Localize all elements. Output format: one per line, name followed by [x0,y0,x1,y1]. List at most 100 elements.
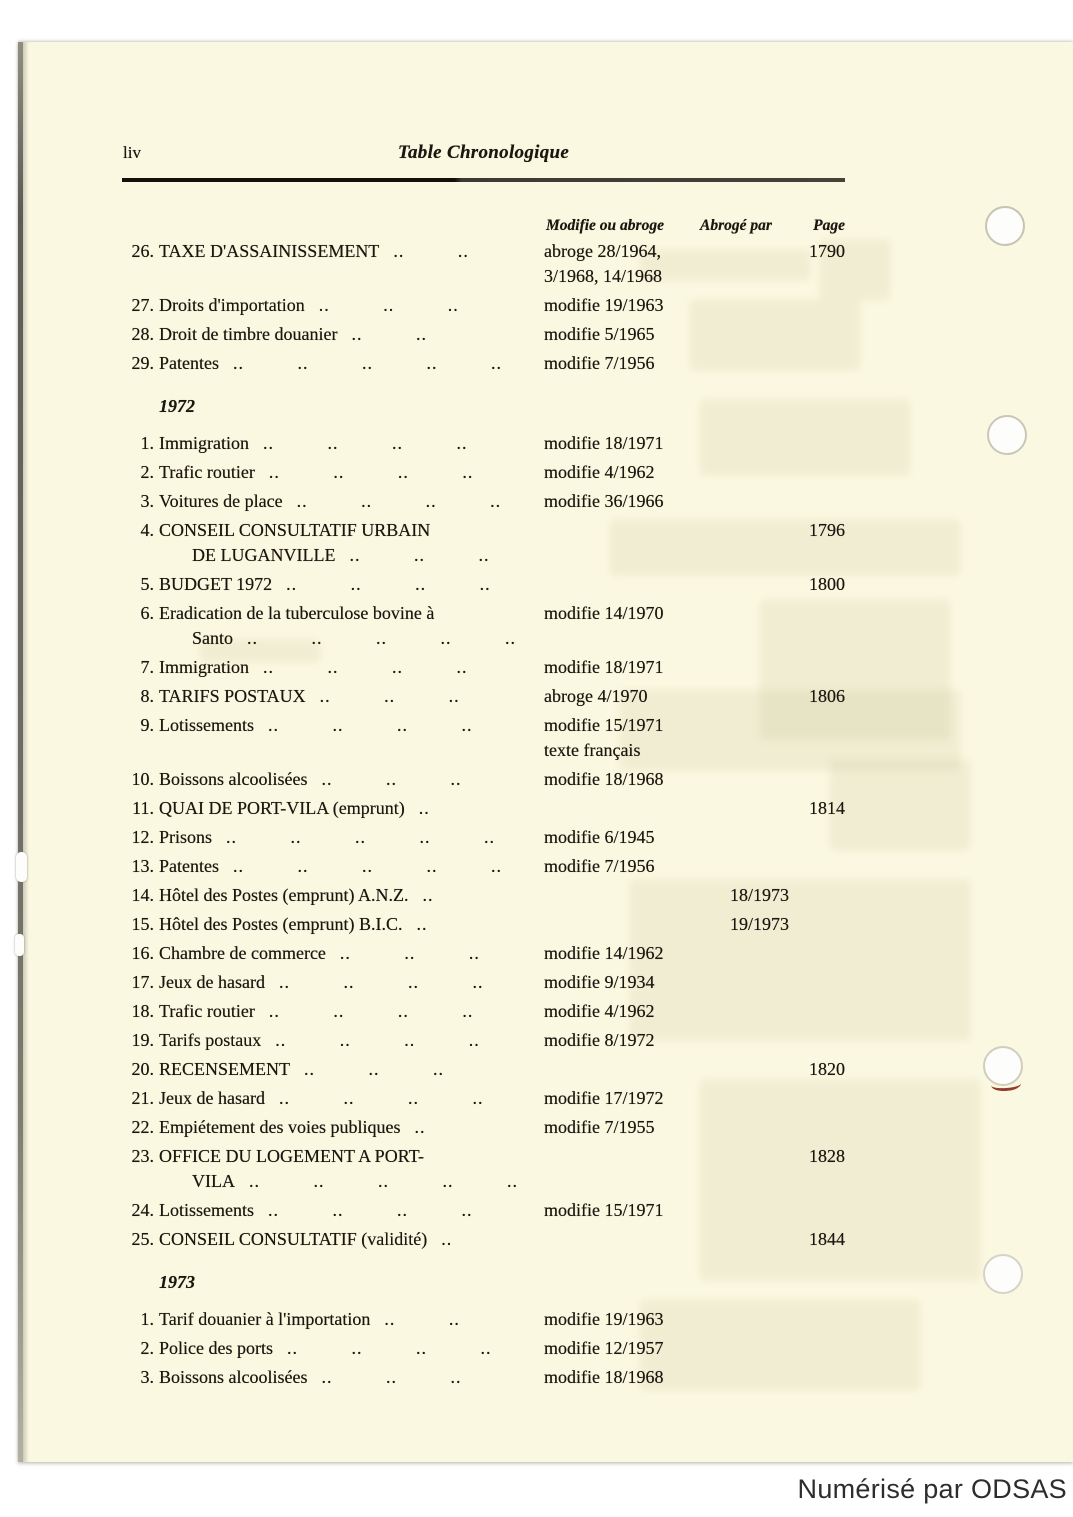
entry-title: Boissons alcoolisées .. .. .. [154,1365,540,1390]
table-row: 2. Trafic routier .. .. .. .. modifie 4/1… [122,460,845,485]
table-row: 21. Jeux de hasard .. .. .. .. modifie 17… [122,1086,845,1111]
dot-leader: .. .. .. .. [262,433,468,453]
page-edge-notch [15,934,24,956]
running-title: Table Chronologique [397,142,570,163]
entry-page [796,1307,845,1332]
entry-title: Eradication de la tuberculose bovine à S… [154,601,540,651]
table-row: 15. Hôtel des Postes (emprunt) B.I.C... … [122,912,845,937]
entry-page [796,1336,845,1361]
entry-number: 3. [140,491,155,511]
entry-title-text: TARIFS POSTAUX [159,686,306,706]
punch-hole [983,1046,1023,1086]
entry-title-text: Chambre de commerce [159,943,326,963]
table-row: 28. Droit de timbre douanier .. .. modifi… [122,322,845,347]
entry-page [796,431,845,456]
table-row: 23. OFFICE DU LOGEMENT A PORT- VILA.. ..… [122,1144,846,1194]
entry-title: Prisons .. .. .. .. .. [154,825,540,850]
entry-title-text: Prisons [159,827,213,847]
entry-title: Trafic routier .. .. .. .. [154,999,540,1024]
entry-modifie: modifie 5/1965 [544,324,655,344]
entry-number: 1. [140,1309,155,1329]
dot-leader: .. .. [351,324,427,344]
section-year: 1973 [159,1272,195,1292]
table-row: 11. QUAI DE PORT-VILA (emprunt).. 1814 [122,796,845,821]
entry-title: Trafic routier .. .. .. .. [154,460,540,485]
entry-page: 1806 [809,686,845,706]
dot-leader: .. .. .. [304,1059,445,1079]
entry-modifie: modifie 19/1963 [544,295,664,315]
entry-title: Jeux de hasard .. .. .. .. [154,970,540,995]
entry-title-text: Voitures de place [159,491,283,511]
entry-abroge-par [700,518,796,568]
dot-leader: .. .. .. [318,295,459,315]
dot-leader: .. .. .. .. [278,1088,484,1108]
column-headers: Modifie ou abroge Abrogé par Page [122,215,845,237]
entry-abroge-par [700,825,796,850]
entry-title-text: Trafic routier [159,462,255,482]
entry-page [796,601,845,651]
table-row: 14. Hôtel des Postes (emprunt) A.N.Z... … [122,883,845,908]
entry-abroge-par [700,1198,796,1223]
chronological-table: 26. TAXE D'ASSAINISSEMENT.. .. abroge 28… [122,239,846,1390]
dot-leader: .. .. .. .. .. [233,353,502,373]
dot-leader: .. .. .. .. .. [247,628,517,648]
entry-abroge-par [700,1307,796,1332]
table-row: 2. Police des ports .. .. .. .. modifie 1… [122,1336,845,1361]
entry-page: 1844 [809,1229,845,1249]
entry-number: 11. [132,798,154,818]
entry-page [796,1028,845,1053]
entry-title-text: Hôtel des Postes (emprunt) B.I.C. [159,914,403,934]
punch-hole [983,1254,1023,1294]
entry-page: 1814 [809,798,845,818]
entry-page [796,767,845,792]
entry-modifie [540,1144,700,1194]
red-pen-mark [990,1076,1022,1093]
entry-number: 12. [131,827,155,847]
entry-title-text: Lotissements [159,715,254,735]
entry-abroge-par [700,460,796,485]
table-row: 25. CONSEIL CONSULTATIF (validité).. 184… [122,1227,846,1252]
entry-title: Hôtel des Postes (emprunt) B.I.C... [154,912,540,937]
entry-title-text: Patentes [159,353,219,373]
entry-number: 2. [140,462,155,482]
entry-title: QUAI DE PORT-VILA (emprunt).. [154,796,540,821]
col-header-page: Page [813,217,845,234]
entry-title: Empiétement des voies publiques.. [154,1115,540,1140]
entry-number: 5. [140,574,155,594]
book-page: liv Table Chronologique Modifie ou abrog… [15,42,1073,1462]
entry-page [796,460,845,485]
entry-page [796,1365,845,1390]
entry-number: 21. [131,1088,155,1108]
entry-title: TARIFS POSTAUX .. .. .. [154,684,540,709]
table-row: 16. Chambre de commerce .. .. .. modifie … [122,941,845,966]
entry-title-text: CONSEIL CONSULTATIF (validité) [159,1229,428,1249]
entry-modifie: abroge 4/1970 [544,686,648,706]
entry-modifie: modifie 19/1963 [544,1309,664,1329]
entry-abroge-par [700,239,796,289]
table-row: 13. Patentes .. .. .. .. .. modifie 7/195… [122,854,845,879]
table-row: 12. Prisons .. .. .. .. .. modifie 6/1945 [122,825,845,850]
dot-leader: .. .. .. [319,686,460,706]
entry-abroge-par [700,684,796,709]
entry-abroge-par [700,1086,796,1111]
entry-modifie [540,518,700,568]
entry-title-text: Immigration [159,433,249,453]
entry-abroge-par [700,1144,796,1194]
table-row: 17. Jeux de hasard .. .. .. .. modifie 9/… [122,970,845,995]
entry-page [796,854,845,879]
table-row: 5. BUDGET 1972 .. .. .. .. 1800 [122,572,846,597]
entry-modifie: modifie 15/1971 texte français [544,715,664,760]
entry-abroge-par [700,854,796,879]
entry-title: RECENSEMENT .. .. .. [154,1057,540,1082]
dot-leader: .. .. .. [349,545,490,565]
entry-title: Tarif douanier à l'importation .. .. [154,1307,540,1332]
folio-number: liv [123,143,141,162]
entry-number: 6. [140,603,155,623]
entry-title: Droits d'importation .. .. .. [154,293,540,318]
table-row: 9. Lotissements .. .. .. .. modifie 15/19… [122,713,845,763]
entry-modifie: modifie 36/1966 [544,491,664,511]
entry-number: 9. [140,715,155,735]
entry-number: 14. [131,885,155,905]
entry-title: OFFICE DU LOGEMENT A PORT- VILA.. .. .. … [154,1144,540,1194]
entry-number: 10. [131,769,155,789]
